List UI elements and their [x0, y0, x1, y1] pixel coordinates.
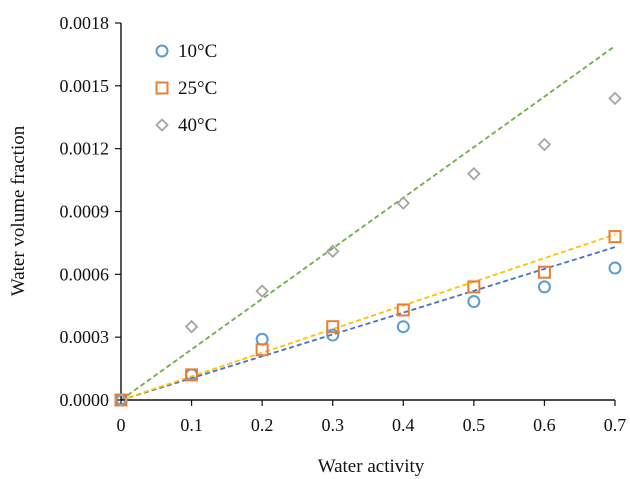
- data-point-series-0: [255, 332, 269, 346]
- data-point-series-2: [325, 244, 340, 259]
- data-point-series-0: [326, 328, 340, 342]
- x-tick-label: 0.1: [180, 415, 203, 435]
- data-point-series-1: [608, 230, 622, 244]
- fit-line-series-0: [120, 246, 616, 401]
- fit-line-series-2: [120, 45, 616, 401]
- axis-ticks: 0 0.1 0.2 0.3 0.4 0.5 0.6 0.7 0.0000 0.0003 0.0006…: [60, 13, 627, 435]
- legend-label-series-1: 25°C: [178, 78, 217, 99]
- data-point-series-2: [255, 284, 269, 298]
- y-tick-label: 0.0000: [60, 390, 110, 410]
- data-point-series-2: [184, 319, 199, 334]
- legend-marker-series-0: [155, 44, 169, 58]
- data-point-series-1: [396, 303, 410, 317]
- y-tick-label: 0.0012: [60, 139, 110, 159]
- x-tick-label: 0.4: [392, 415, 415, 435]
- data-point-series-0: [396, 320, 410, 334]
- legend-label-series-2: 40°C: [178, 115, 217, 136]
- x-tick-label: 0.3: [321, 415, 344, 435]
- y-tick-label: 0.0003: [60, 327, 110, 347]
- legend: 10°C 25°C 40°C: [155, 41, 217, 136]
- fit-line-series-1: [120, 233, 616, 401]
- x-tick-label: 0.5: [463, 415, 486, 435]
- x-tick-label: 0.7: [604, 415, 627, 435]
- legend-marker-series-2: [155, 118, 169, 132]
- fit-lines: [120, 45, 616, 401]
- data-point-series-1: [467, 280, 481, 294]
- y-tick-label: 0.0009: [60, 202, 110, 222]
- data-point-series-2: [114, 393, 128, 407]
- x-tick-label: 0.6: [533, 415, 556, 435]
- data-point-series-1: [326, 320, 340, 334]
- data-point-series-1: [537, 265, 551, 279]
- data-point-series-2: [396, 196, 411, 210]
- data-points: [114, 91, 622, 407]
- y-tick-label: 0.0018: [60, 13, 110, 33]
- legend-label-series-0: 10°C: [178, 41, 217, 62]
- data-point-series-0: [537, 280, 551, 294]
- data-point-series-1: [185, 368, 199, 382]
- data-point-series-0: [467, 295, 481, 309]
- data-point-series-2: [467, 167, 481, 181]
- data-point-series-2: [537, 137, 552, 152]
- data-point-series-2: [608, 91, 622, 106]
- x-tick-label: 0.2: [251, 415, 274, 435]
- legend-marker-series-1: [155, 81, 169, 95]
- y-tick-label: 0.0015: [60, 76, 110, 96]
- data-point-series-1: [255, 343, 269, 357]
- x-axis-title: Water activity: [318, 456, 425, 477]
- data-point-series-0: [608, 261, 622, 275]
- x-tick-label: 0: [117, 415, 126, 435]
- y-tick-label: 0.0006: [60, 264, 110, 284]
- y-axis-title: Water volume fraction: [8, 125, 29, 296]
